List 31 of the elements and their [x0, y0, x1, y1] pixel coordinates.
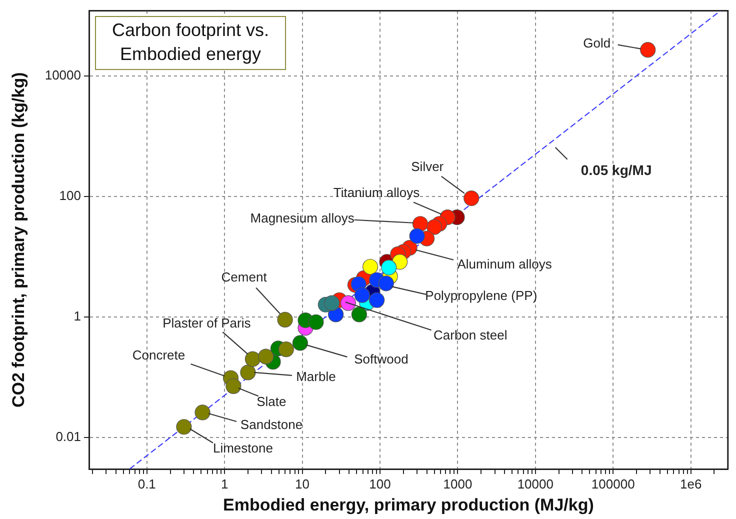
y-tick-label: 100 [59, 188, 81, 203]
y-tick-label: 0.01 [56, 429, 81, 444]
annotation: Slate [256, 394, 286, 409]
annotation: Polypropylene (PP) [425, 288, 538, 303]
annotation: Concrete [132, 348, 186, 363]
annotation: Softwood [354, 352, 408, 367]
annotation: Titanium alloys [333, 184, 420, 200]
annotation: Cement [221, 269, 268, 284]
y-tick-label: 1 [74, 308, 81, 324]
annotation: Aluminum alloys [457, 256, 552, 272]
annotation: 0.05 kg/MJ [580, 162, 652, 178]
x-tick-label: 100 [369, 476, 391, 492]
text: Carbon footprint vs. Embodied energy [95, 16, 286, 70]
annotation: Plaster of Paris [162, 316, 252, 331]
annotation: Carbon steel [434, 328, 508, 343]
annotation: Gold [583, 35, 611, 50]
annotation: Limestone [212, 440, 273, 456]
annotation: Marble [296, 369, 336, 384]
x-tick-label: 100000 [591, 476, 635, 492]
x-axis-title: Embodied energy, primary production (MJ/kg) [222, 495, 594, 514]
annotation: Sandstone [240, 417, 303, 432]
x-tick-label: 1000 [443, 476, 472, 492]
x-tick-label: 1 [220, 476, 228, 492]
y-axis-title: CO2 footprint, primary production (kg/kg) [8, 72, 28, 408]
annotation: Magnesium alloys [250, 210, 355, 226]
y-tick-label: 10000 [44, 67, 81, 82]
x-tick-label: 10000 [517, 476, 554, 492]
x-tick-label: 1e6 [680, 476, 702, 492]
annotation: Silver [411, 158, 444, 174]
x-tick-label: 0.1 [138, 476, 156, 492]
x-tick-label: 10 [295, 476, 310, 492]
